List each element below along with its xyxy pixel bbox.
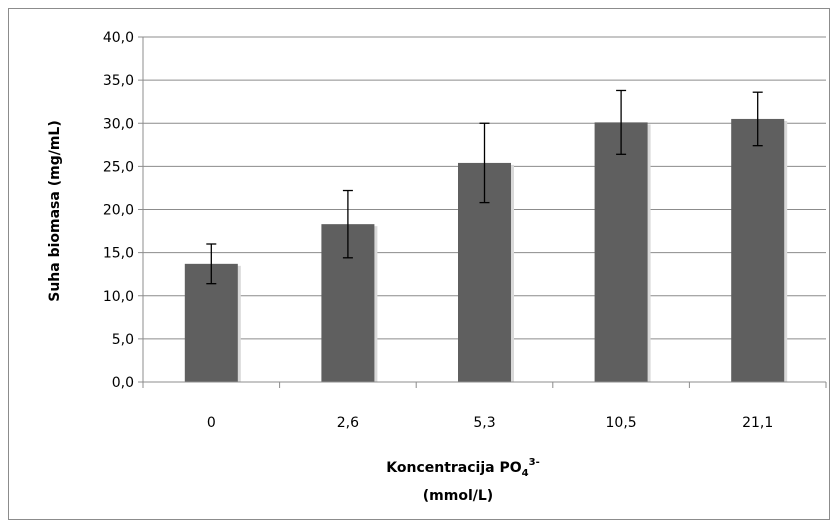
- y-tick-label: 40,0: [103, 30, 134, 46]
- y-tick-label: 25,0: [103, 159, 134, 175]
- x-tick-label: 2,6: [337, 415, 359, 431]
- x-axis-title-main: Koncentracija PO: [386, 460, 521, 476]
- axes: [138, 36, 827, 388]
- y-tick-labels: 0,0 5,0 10,0 15,0 20,0 25,0 30,0 35,0 40,0: [103, 30, 134, 391]
- y-axis-title: Suha biomasa (mg/mL): [47, 120, 63, 302]
- x-tick-label: 21,1: [742, 415, 773, 431]
- x-tick-label: 5,3: [473, 415, 495, 431]
- x-tick-labels: 0 2,6 5,3 10,5 21,1: [207, 415, 773, 431]
- bar: [594, 122, 648, 382]
- x-tick-label: 0: [207, 415, 216, 431]
- x-axis-title-superscript: 3-: [529, 457, 540, 468]
- y-tick-label: 5,0: [112, 332, 134, 348]
- y-tick-label: 35,0: [103, 73, 134, 89]
- y-tick-label: 0,0: [112, 375, 134, 391]
- y-tick-label: 15,0: [103, 246, 134, 262]
- x-axis-title-line1: Koncentracija PO43-: [386, 457, 539, 479]
- y-tick-label: 30,0: [103, 116, 134, 132]
- x-axis-title-line2: (mmol/L): [423, 488, 493, 504]
- error-bars: [206, 89, 763, 285]
- gridlines: [143, 36, 826, 340]
- y-tick-label: 10,0: [103, 289, 134, 305]
- bars: [184, 118, 788, 382]
- x-tick-label: 10,5: [606, 415, 637, 431]
- y-tick-label: 20,0: [103, 203, 134, 219]
- chart-frame: [8, 8, 830, 520]
- x-axis-title-subscript: 4: [522, 468, 529, 479]
- bar: [731, 118, 785, 382]
